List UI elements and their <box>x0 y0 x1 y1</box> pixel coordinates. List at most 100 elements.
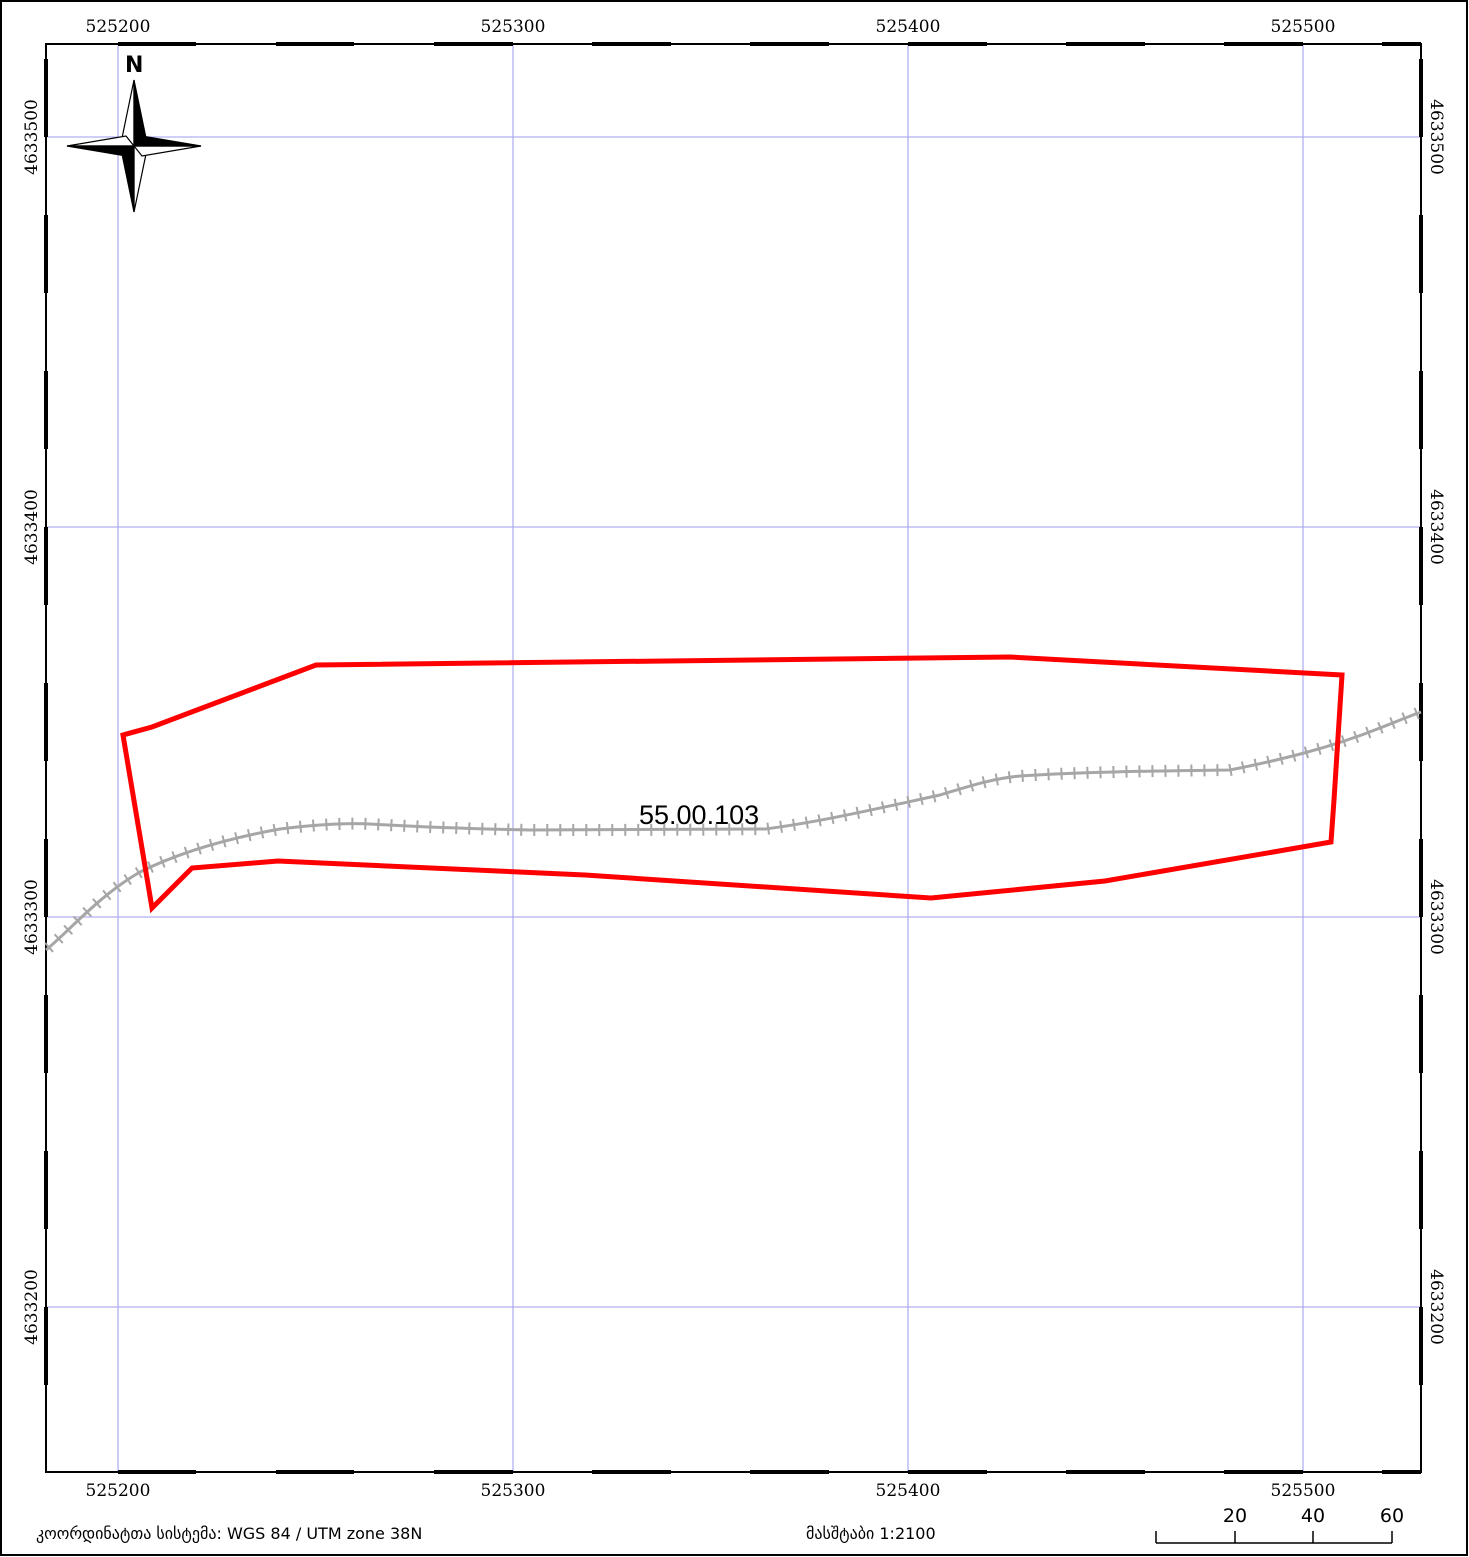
railway-tie <box>53 933 64 944</box>
y-tick-left: 4633300 <box>22 879 42 955</box>
railway-tie <box>82 906 92 918</box>
railway-tie <box>171 851 178 864</box>
railway-tie <box>817 814 822 827</box>
scale-bar <box>1155 1531 1393 1544</box>
railway-tie <box>390 819 393 832</box>
railway-tie <box>919 792 924 806</box>
x-tick-top: 525500 <box>1271 17 1336 37</box>
railway-tie <box>72 915 83 926</box>
x-tick-bottom: 525300 <box>481 1481 546 1501</box>
railway-tie <box>1007 771 1012 784</box>
railway-tie <box>1060 767 1063 780</box>
railway-tie <box>112 881 122 893</box>
railway-tie <box>234 832 239 845</box>
scale-bar-label: 60 <box>1380 1505 1404 1527</box>
railway-tie <box>1303 746 1309 759</box>
railway-tie <box>931 790 937 803</box>
railway-tie <box>1401 712 1408 725</box>
x-tick-top: 525200 <box>86 17 151 37</box>
y-tick-right: 4633400 <box>1426 489 1446 565</box>
railway-tie <box>956 783 962 796</box>
railway-tie <box>298 820 303 833</box>
y-tick-left: 4633400 <box>22 489 42 565</box>
railway-tie <box>1034 768 1037 782</box>
railway-tie <box>1228 763 1233 776</box>
railway-tie <box>855 806 861 819</box>
railway-tie <box>1278 752 1284 765</box>
railway-tie <box>943 786 950 800</box>
railway-tie <box>968 779 975 792</box>
railway-tie <box>1365 726 1372 739</box>
railway-tie <box>1021 769 1024 782</box>
railway-tie <box>1377 721 1384 734</box>
railway-tie <box>1389 717 1396 729</box>
x-tick-bottom: 525200 <box>86 1481 151 1501</box>
railway-tie <box>1353 730 1360 743</box>
map-frame <box>45 43 1422 1473</box>
railway-tie <box>842 809 848 822</box>
north-label: N <box>125 53 143 78</box>
railway-tie <box>147 861 154 873</box>
railway-tie <box>1291 749 1297 762</box>
x-tick-bottom: 525500 <box>1271 1481 1336 1501</box>
railway-tie <box>1340 735 1347 748</box>
y-tick-right: 4633200 <box>1426 1269 1446 1345</box>
railway-tie <box>208 838 215 851</box>
railway-tie <box>981 776 987 789</box>
railway-tie <box>1266 755 1271 768</box>
y-tick-right: 4633500 <box>1426 99 1446 175</box>
railway-tie <box>416 820 419 833</box>
railway-tie <box>403 819 406 832</box>
railway-tie <box>272 823 277 837</box>
railway-tie <box>994 773 999 786</box>
railway-tie <box>102 889 112 901</box>
railway-tie <box>893 798 899 811</box>
y-tick-right: 4633300 <box>1426 879 1446 955</box>
scale-bar-label: 20 <box>1223 1505 1247 1527</box>
grid-lines <box>46 44 1421 1472</box>
railway-tie <box>159 855 166 868</box>
railway-tie <box>1240 761 1246 774</box>
x-tick-top: 525400 <box>876 17 941 37</box>
frame-zebra <box>44 42 1423 1474</box>
railway-tie <box>259 826 265 839</box>
railway-tie <box>1253 758 1259 771</box>
railway-tie <box>311 819 315 832</box>
railway-tie <box>906 795 911 808</box>
railway-tie <box>1413 707 1420 720</box>
railway-tie <box>196 842 202 855</box>
railway-tie <box>134 867 143 879</box>
railway-tie <box>1316 742 1322 755</box>
railway-tie <box>285 822 290 835</box>
railway-tie <box>63 924 74 935</box>
railway-tie <box>881 801 886 814</box>
railway-tie <box>246 829 252 842</box>
crs-label: კოორდინატთა სისტემა: WGS 84 / UTM zone 3… <box>36 1524 422 1543</box>
railway-tie <box>792 818 796 831</box>
scale-text: მასშტაბი 1:2100 <box>806 1524 936 1543</box>
scale-bar-label: 40 <box>1301 1505 1325 1527</box>
railway-tie <box>44 942 54 953</box>
parcel-label: 55.00.103 <box>639 800 759 830</box>
y-tick-left: 4633200 <box>22 1269 42 1345</box>
x-tick-bottom: 525400 <box>876 1481 941 1501</box>
railway-tie <box>766 822 771 835</box>
x-tick-top: 525300 <box>481 17 546 37</box>
railway-tie <box>804 816 809 829</box>
railway-tie <box>325 818 328 831</box>
railway-tie <box>830 811 835 824</box>
railway-tie <box>779 820 783 833</box>
parcel-polygon[interactable] <box>120 654 1345 914</box>
railway-tie <box>1047 768 1050 781</box>
railway-line <box>44 707 1422 953</box>
railway-tie <box>183 846 190 859</box>
railway-tie <box>92 898 102 909</box>
north-arrow-icon <box>66 79 202 213</box>
y-tick-left: 4633500 <box>22 99 42 175</box>
railway-tie <box>123 874 132 886</box>
railway-tie <box>377 818 380 831</box>
railway-tie <box>1328 739 1335 752</box>
railway-tie <box>221 835 227 848</box>
